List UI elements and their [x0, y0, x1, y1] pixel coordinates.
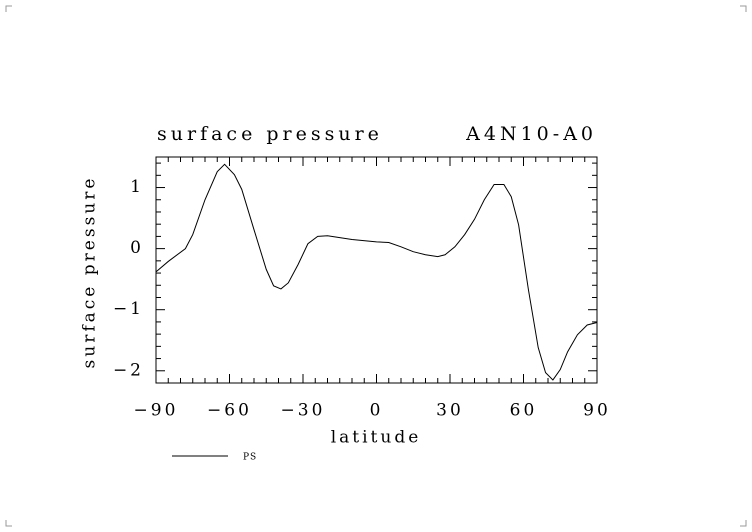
x-tick-label: 90: [583, 401, 611, 421]
x-tick-label: 0: [370, 401, 384, 421]
chart-subtitle: A4N10-A0: [465, 123, 597, 145]
x-tick-label: −90: [134, 401, 179, 421]
y-tick-label: 1: [130, 177, 144, 197]
y-tick-label: −2: [113, 360, 144, 380]
x-tick-label: 60: [510, 401, 538, 421]
page-corners: [5, 5, 747, 527]
x-tick-label: −60: [207, 401, 252, 421]
data-line: [155, 163, 598, 381]
y-tick-label: 0: [130, 238, 144, 258]
chart-title: surface pressure: [157, 123, 383, 145]
x-tick-label: −30: [281, 401, 326, 421]
y-axis-label: surface pressure: [80, 176, 100, 369]
y-tick-label: −1: [113, 299, 144, 319]
x-axis-label: latitude: [331, 428, 422, 448]
legend-label: PS: [243, 453, 257, 463]
plot-frame: [155, 156, 598, 384]
x-tick-label: 30: [436, 401, 464, 421]
